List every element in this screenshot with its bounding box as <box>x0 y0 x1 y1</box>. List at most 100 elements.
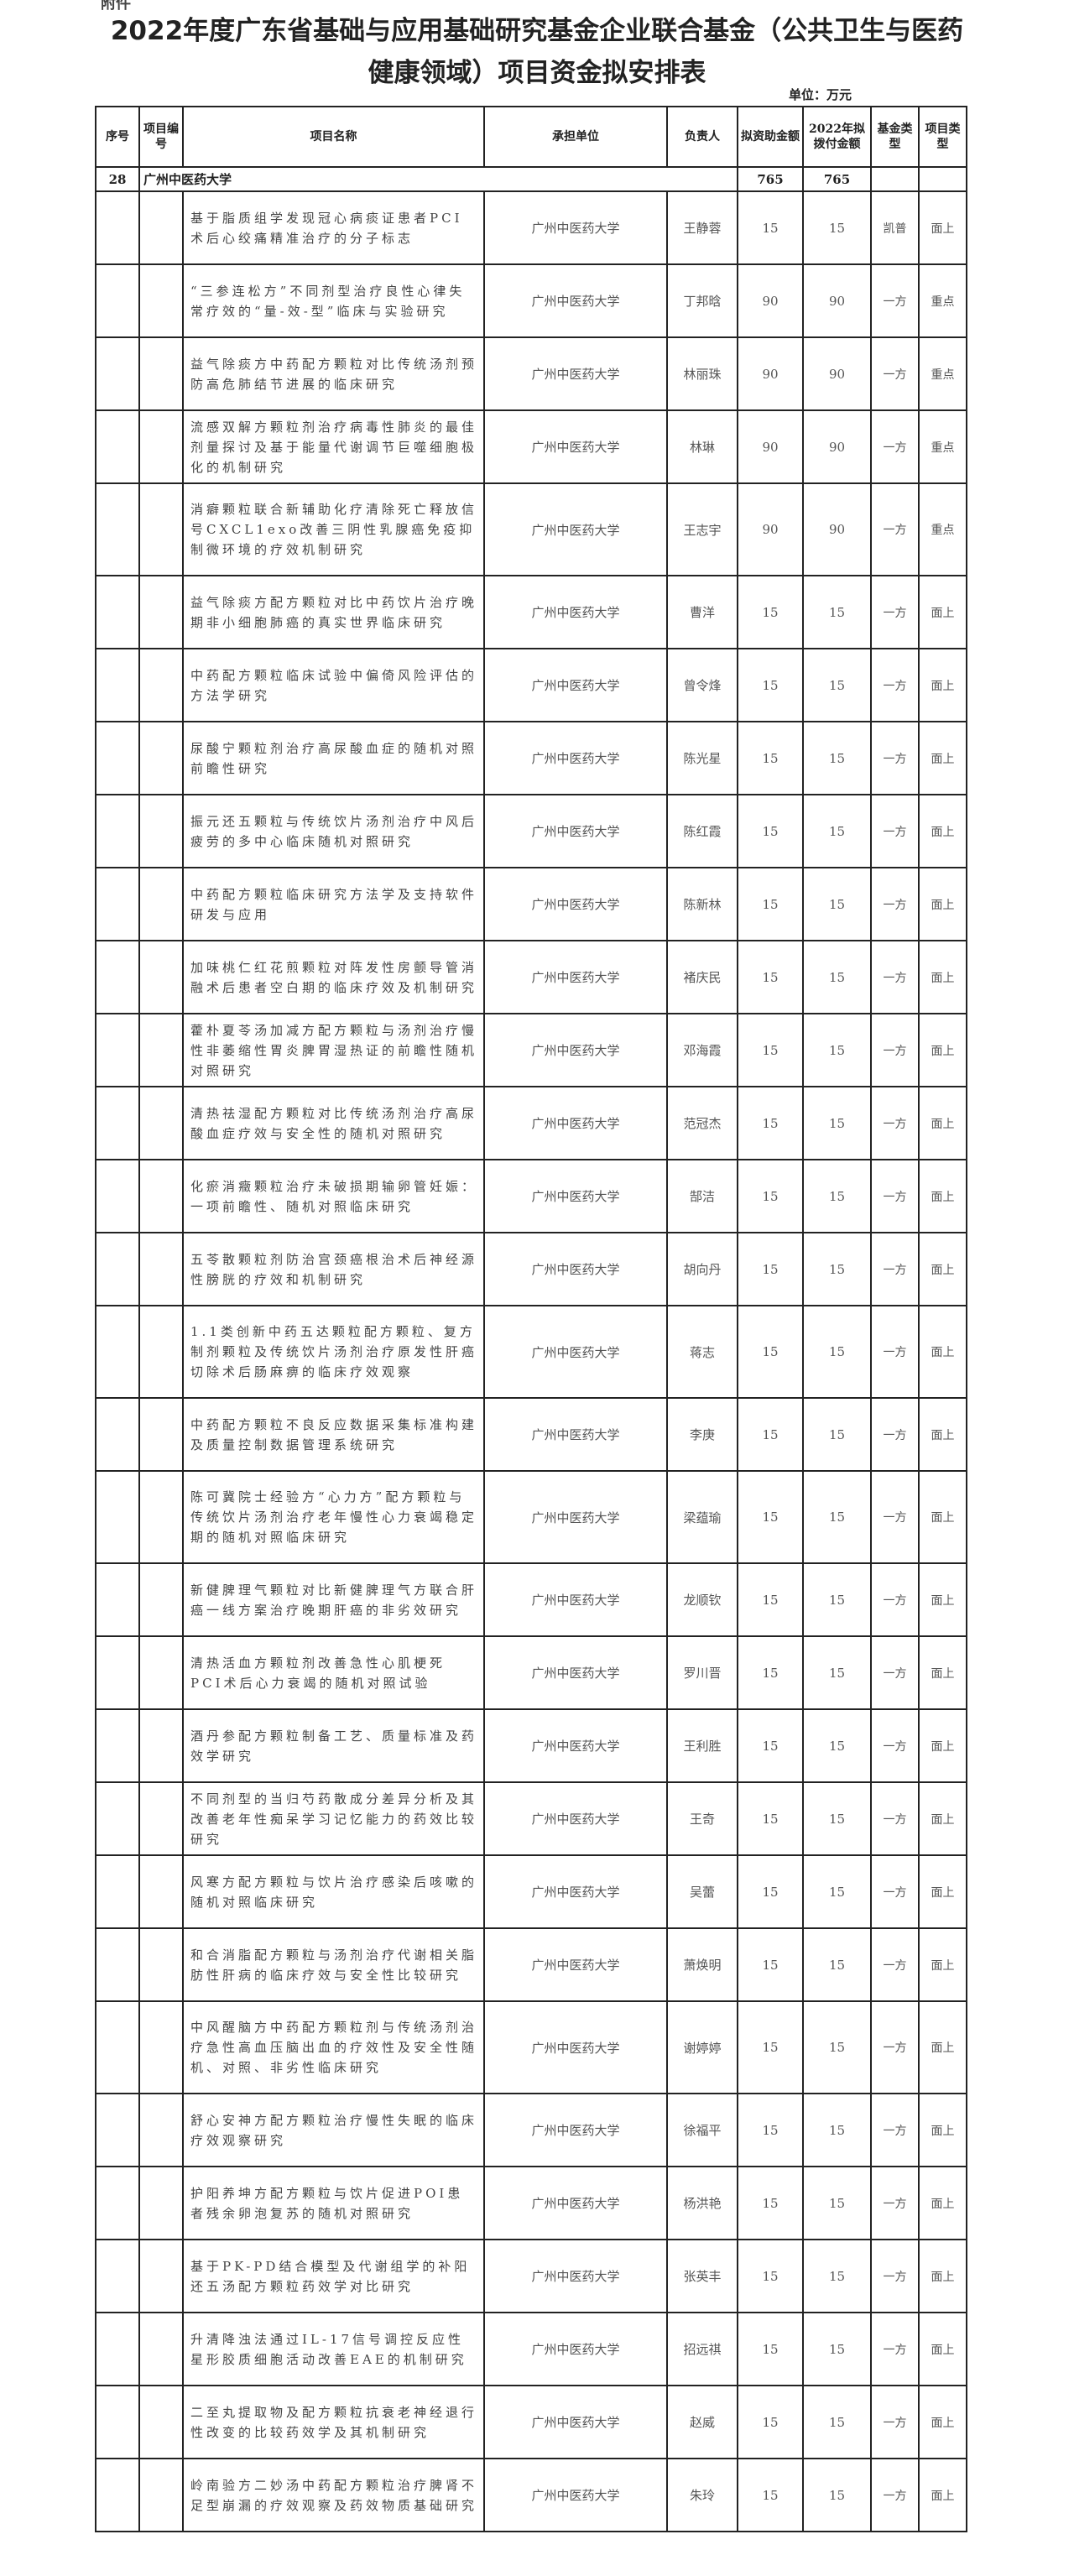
cell-unit: 广州中医药大学 <box>483 409 668 484</box>
cell-amount: 15 <box>737 1781 804 1856</box>
cell-amount: 15 <box>737 2458 804 2532</box>
cell-amount: 15 <box>737 1305 804 1399</box>
summary-amount: 765 <box>737 166 804 192</box>
cell-project-type: 面上 <box>918 648 967 722</box>
cell-leader: 蒋志 <box>666 1305 738 1399</box>
cell-project-number <box>138 1305 184 1399</box>
cell-index <box>95 648 140 722</box>
cell-leader: 罗川晋 <box>666 1635 738 1710</box>
cell-project-number <box>138 721 184 795</box>
cell-index <box>95 1086 140 1160</box>
table-row: 清热祛湿配方颗粒对比传统汤剂治疗高尿酸血症疗效与安全性的随机对照研究 广州中医药大… <box>95 1086 967 1160</box>
cell-project-type: 面上 <box>918 2312 967 2386</box>
cell-fund-type: 一方 <box>870 2093 920 2167</box>
table-row: 中药配方颗粒临床研究方法学及支持软件研发与应用 广州中医药大学 陈新林 15 15 一方面… <box>95 867 967 941</box>
cell-amount-2022: 90 <box>802 409 872 484</box>
table-row: 舒心安神方配方颗粒治疗慢性失眠的临床疗效观察研究 广州中医药大学 徐福平 15 15 一方… <box>95 2093 967 2167</box>
cell-amount: 15 <box>737 190 804 265</box>
cell-fund-type: 一方 <box>870 794 920 868</box>
table-row: 升清降浊法通过IL-17信号调控反应性星形胶质细胞活动改善EAE的机制研究 广州中… <box>95 2312 967 2386</box>
cell-index <box>95 2239 140 2313</box>
document-title: 2022年度广东省基础与应用基础研究基金企业联合基金（公共卫生与医药 健康领域）… <box>92 10 982 94</box>
cell-leader: 范冠杰 <box>666 1086 738 1160</box>
cell-project-number <box>138 2093 184 2167</box>
cell-unit: 广州中医药大学 <box>483 1397 668 1472</box>
cell-unit: 广州中医药大学 <box>483 263 668 338</box>
table-row: 二至丸提取物及配方颗粒抗衰老神经退行性改变的比较药效学及其机制研究 广州中医药大学… <box>95 2385 967 2459</box>
cell-project-name: 酒丹参配方颗粒制备工艺、质量标准及药效学研究 <box>182 1708 485 1783</box>
cell-project-name: 基于脂质组学发现冠心病痰证患者PCI术后心绞痛精准治疗的分子标志 <box>182 190 485 265</box>
cell-unit: 广州中医药大学 <box>483 1635 668 1710</box>
cell-amount-2022: 15 <box>802 1086 872 1160</box>
cell-project-number <box>138 1854 184 1929</box>
cell-index <box>95 2093 140 2167</box>
cell-index <box>95 1159 140 1233</box>
cell-project-type: 面上 <box>918 1086 967 1160</box>
cell-project-name: 尿酸宁颗粒剂治疗高尿酸血症的随机对照前瞻性研究 <box>182 721 485 795</box>
cell-fund-type: 一方 <box>870 1013 920 1087</box>
cell-leader: 王奇 <box>666 1781 738 1856</box>
cell-fund-type: 一方 <box>870 1635 920 1710</box>
cell-leader: 李庚 <box>666 1397 738 1472</box>
cell-project-number <box>138 2312 184 2386</box>
cell-amount: 15 <box>737 1086 804 1160</box>
cell-project-number <box>138 867 184 941</box>
cell-fund-type: 一方 <box>870 1562 920 1637</box>
cell-amount: 15 <box>737 1013 804 1087</box>
cell-project-type: 面上 <box>918 1397 967 1472</box>
cell-project-number <box>138 336 184 411</box>
cell-project-number <box>138 1397 184 1472</box>
cell-project-name: 不同剂型的当归芍药散成分差异分析及其改善老年性痴呆学习记忆能力的药效比较研究 <box>182 1781 485 1856</box>
cell-amount: 15 <box>737 2093 804 2167</box>
cell-leader: 丁邦晗 <box>666 263 738 338</box>
cell-project-number <box>138 575 184 649</box>
cell-amount-2022: 15 <box>802 1708 872 1783</box>
cell-index <box>95 721 140 795</box>
table-row: 新健脾理气颗粒对比新健脾理气方联合肝癌一线方案治疗晚期肝癌的非劣效研究 广州中医药… <box>95 1562 967 1637</box>
cell-unit: 广州中医药大学 <box>483 2458 668 2532</box>
summary-amount-2022: 765 <box>802 166 872 192</box>
col-header-fund-type: 基金类型 <box>870 106 920 168</box>
cell-fund-type: 一方 <box>870 721 920 795</box>
cell-leader: 陈光星 <box>666 721 738 795</box>
cell-amount: 15 <box>737 1159 804 1233</box>
cell-amount-2022: 15 <box>802 2239 872 2313</box>
cell-amount: 15 <box>737 2239 804 2313</box>
table-row: 和合消脂配方颗粒与汤剂治疗代谢相关脂肪性肝病的临床疗效与安全性比较研究 广州中医药… <box>95 1927 967 2002</box>
table-row: 流感双解方颗粒剂治疗病毒性肺炎的最佳剂量探讨及基于能量代谢调节巨噬细胞极化的机制… <box>95 409 967 484</box>
table-row: “三参连松方”不同剂型治疗良性心律失常疗效的“量-效-型”临床与实验研究 广州中医… <box>95 263 967 338</box>
col-header-project-name: 项目名称 <box>182 106 485 168</box>
cell-amount: 15 <box>737 1562 804 1637</box>
cell-unit: 广州中医药大学 <box>483 2166 668 2240</box>
cell-project-name: 陈可冀院士经验方“心力方”配方颗粒与传统饮片汤剂治疗老年慢性心力衰竭稳定期的随机… <box>182 1470 485 1564</box>
summary-fund-type <box>870 166 920 192</box>
cell-fund-type: 一方 <box>870 1708 920 1783</box>
cell-leader: 朱玲 <box>666 2458 738 2532</box>
cell-leader: 杨洪艳 <box>666 2166 738 2240</box>
cell-unit: 广州中医药大学 <box>483 2312 668 2386</box>
cell-unit: 广州中医药大学 <box>483 575 668 649</box>
cell-unit: 广州中医药大学 <box>483 1854 668 1929</box>
table-row: 藿朴夏苓汤加减方配方颗粒与汤剂治疗慢性非萎缩性胃炎脾胃湿热证的前瞻性随机对照研究… <box>95 1013 967 1087</box>
cell-fund-type: 一方 <box>870 2385 920 2459</box>
cell-project-name: 清热祛湿配方颗粒对比传统汤剂治疗高尿酸血症疗效与安全性的随机对照研究 <box>182 1086 485 1160</box>
cell-fund-type: 一方 <box>870 1397 920 1472</box>
cell-unit: 广州中医药大学 <box>483 1013 668 1087</box>
cell-project-number <box>138 1781 184 1856</box>
cell-amount: 15 <box>737 2312 804 2386</box>
cell-project-type: 面上 <box>918 2093 967 2167</box>
cell-amount-2022: 90 <box>802 482 872 576</box>
cell-index <box>95 2458 140 2532</box>
cell-project-type: 面上 <box>918 1562 967 1637</box>
cell-amount-2022: 90 <box>802 263 872 338</box>
cell-unit: 广州中医药大学 <box>483 794 668 868</box>
cell-amount-2022: 15 <box>802 1635 872 1710</box>
cell-unit: 广州中医药大学 <box>483 2000 668 2094</box>
cell-project-number <box>138 1232 184 1306</box>
cell-amount-2022: 15 <box>802 794 872 868</box>
cell-unit: 广州中医药大学 <box>483 482 668 576</box>
cell-project-type: 面上 <box>918 1708 967 1783</box>
cell-amount: 15 <box>737 2166 804 2240</box>
cell-fund-type: 一方 <box>870 1159 920 1233</box>
cell-index <box>95 1013 140 1087</box>
